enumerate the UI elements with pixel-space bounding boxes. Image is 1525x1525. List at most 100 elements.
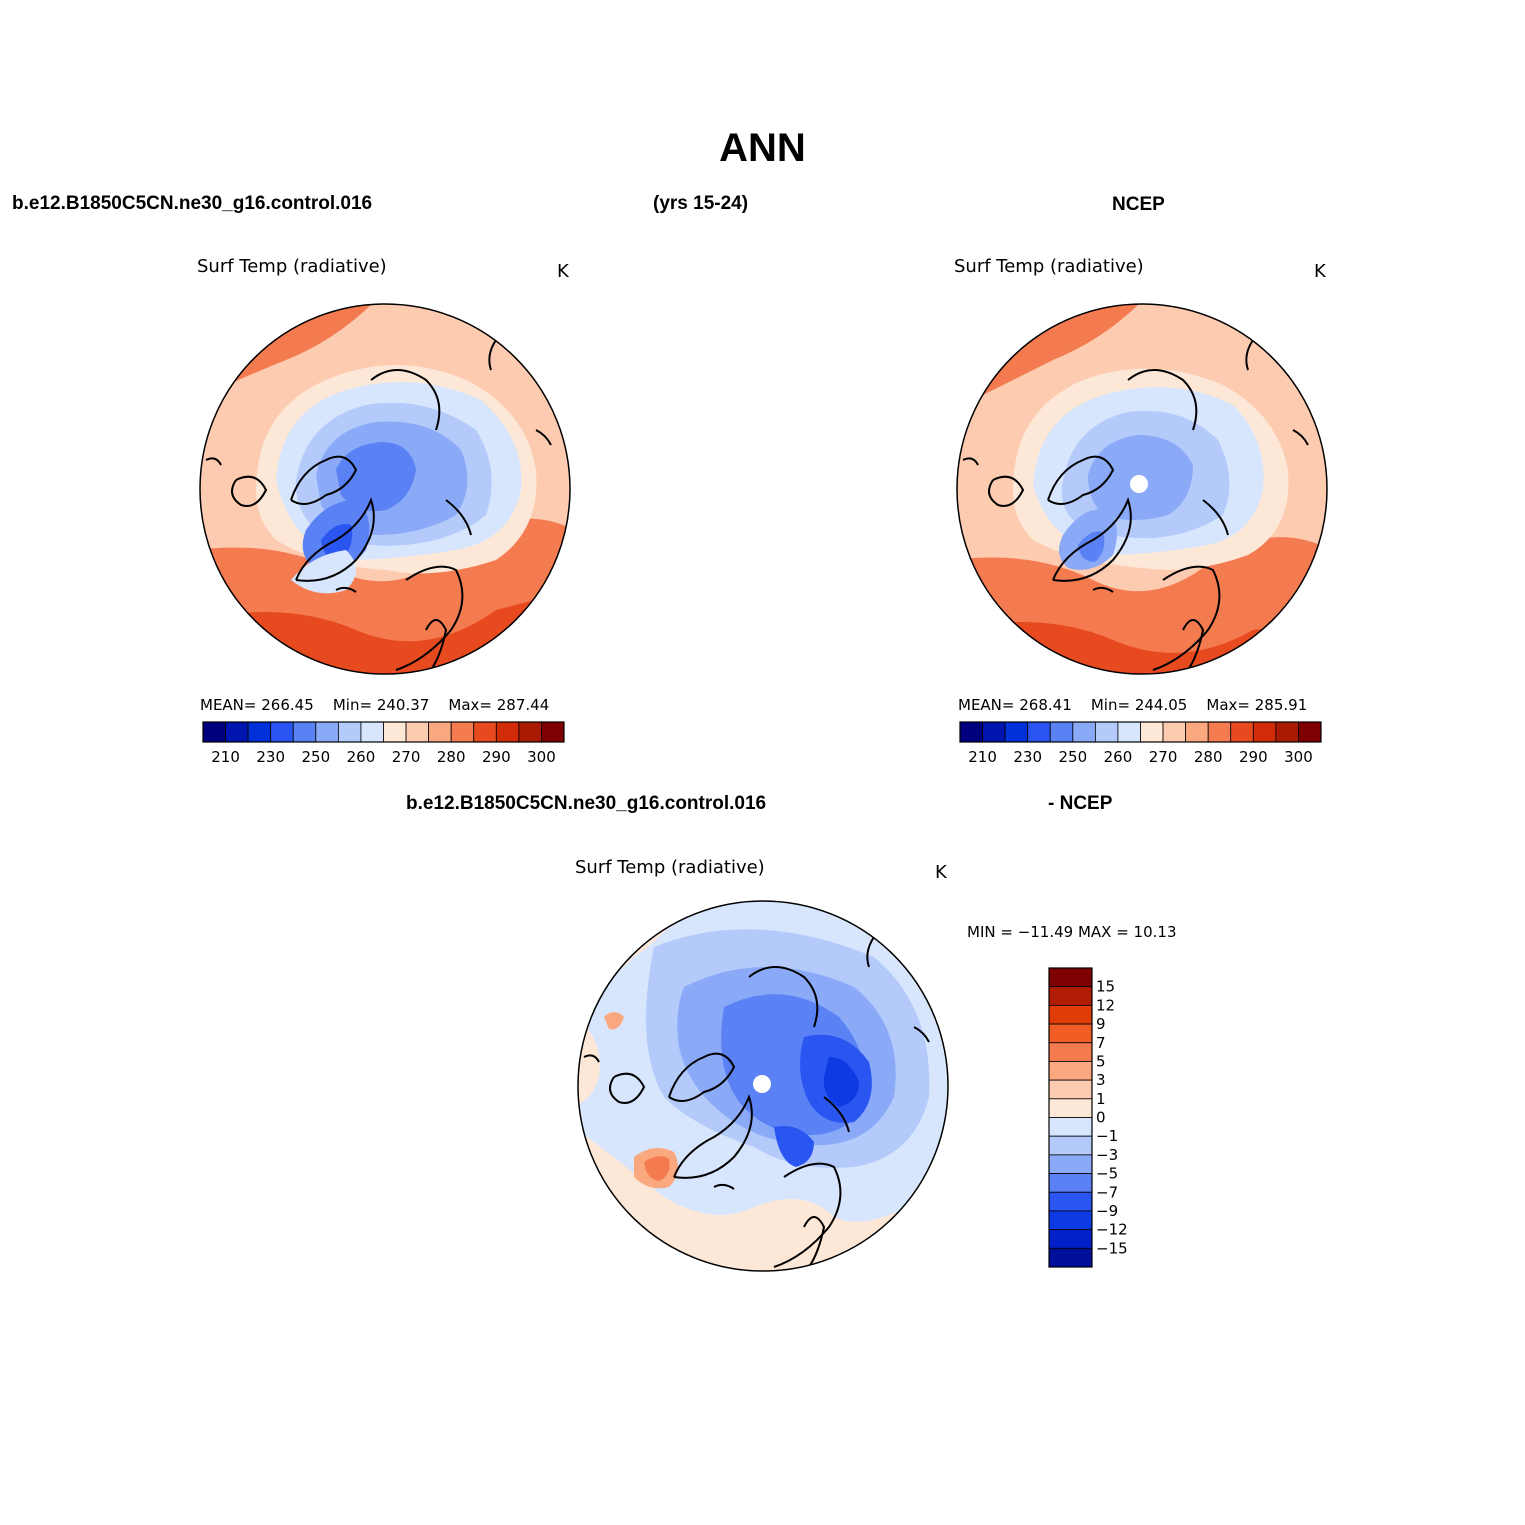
colorbar-tick-label: −5 xyxy=(1096,1165,1118,1183)
colorbar-cell xyxy=(247,721,272,743)
max-label: Max= xyxy=(1206,696,1250,714)
case-name-left: b.e12.B1850C5CN.ne30_g16.control.016 xyxy=(12,193,373,214)
colorbar-cell xyxy=(1048,986,1093,1006)
colorbar-tick-label: −9 xyxy=(1096,1202,1118,1220)
max-value: 287.44 xyxy=(496,696,550,714)
colorbar-tick-label: 300 xyxy=(1284,748,1313,766)
colorbar-tick-label: 300 xyxy=(527,748,556,766)
case-name-right: NCEP xyxy=(1112,194,1165,215)
colorbar-cell xyxy=(1298,721,1322,743)
colorbar-cell xyxy=(1048,1023,1093,1044)
max-label: Max= xyxy=(448,696,492,714)
colorbar-tick-label: −7 xyxy=(1096,1183,1118,1201)
colorbar-cell xyxy=(1252,721,1277,743)
colorbar-cell xyxy=(1185,721,1209,743)
colorbar-tick-label: 3 xyxy=(1096,1071,1106,1089)
colorbar-tick-label: 15 xyxy=(1096,978,1115,996)
colorbar-tick-label: 210 xyxy=(968,748,997,766)
colorbar-cell xyxy=(1048,1061,1093,1081)
colorbar-cell xyxy=(1048,1154,1093,1174)
min-value: 240.37 xyxy=(376,696,430,714)
colorbar-cell xyxy=(1072,721,1096,743)
colorbar-cell xyxy=(1048,1004,1093,1025)
panel-model-stats: MEAN= 266.45 Min= 240.37 Max= 287.44 xyxy=(200,696,549,714)
colorbar-tick-label: 290 xyxy=(1239,748,1268,766)
colorbar-tick-label: 280 xyxy=(1194,748,1223,766)
colorbar-cell xyxy=(202,721,226,743)
mean-value: 266.45 xyxy=(261,696,314,714)
colorbar-cell xyxy=(270,721,294,743)
colorbar-tick-label: −3 xyxy=(1096,1146,1118,1164)
colorbar-cell xyxy=(1230,721,1254,743)
colorbar-tick-label: 260 xyxy=(347,748,376,766)
mean-value: 268.41 xyxy=(1019,696,1072,714)
panel-model-map xyxy=(199,303,571,675)
colorbar-cell xyxy=(428,721,452,743)
colorbar-tick-label: −1 xyxy=(1096,1127,1118,1145)
panel-model-units: K xyxy=(557,261,569,282)
panel-diff-minmax: MIN = −11.49 MAX = 10.13 xyxy=(967,923,1177,941)
panel-diff-map xyxy=(577,900,949,1272)
min-value: 244.05 xyxy=(1134,696,1188,714)
colorbar-tick-label: 12 xyxy=(1096,996,1115,1014)
colorbar-tick-label: 230 xyxy=(1013,748,1042,766)
colorbar-tick-label: 260 xyxy=(1104,748,1133,766)
colorbar-cell xyxy=(1140,721,1164,743)
panel-diff-units: K xyxy=(935,862,947,883)
colorbar-cell xyxy=(337,721,362,743)
colorbar-cell xyxy=(1275,721,1299,743)
colorbar-cell xyxy=(982,721,1006,743)
colorbar-cell xyxy=(1048,1173,1093,1193)
colorbar-cell xyxy=(1048,1079,1093,1100)
colorbar-tick-label: 1 xyxy=(1096,1090,1106,1108)
colorbar-cell xyxy=(1048,1117,1093,1137)
colorbar-cell xyxy=(1162,721,1187,743)
colorbar-cell xyxy=(405,721,430,743)
min-label: Min= xyxy=(1090,696,1131,714)
colorbar-tick-label: 270 xyxy=(392,748,421,766)
colorbar-cell xyxy=(292,721,317,743)
colorbar-cell xyxy=(1004,721,1029,743)
panel-obs-stats: MEAN= 268.41 Min= 244.05 Max= 285.91 xyxy=(958,696,1307,714)
colorbar-cell xyxy=(1048,1098,1093,1118)
figure-title: ANN xyxy=(719,126,806,170)
colorbar-tick-label: 5 xyxy=(1096,1052,1106,1070)
colorbar-cell xyxy=(450,721,475,743)
panel-diff-variable: Surf Temp (radiative) xyxy=(575,857,765,878)
colorbar-cell xyxy=(383,721,407,743)
colorbar-cell xyxy=(1049,721,1074,743)
colorbar-model: 210 230 250 260 270 280 290 300 xyxy=(202,721,565,766)
colorbar-tick-label: 250 xyxy=(1058,748,1087,766)
colorbar-tick-label: 9 xyxy=(1096,1015,1106,1033)
colorbar-cell xyxy=(1048,1229,1093,1249)
mean-label: MEAN= xyxy=(200,696,257,714)
colorbar-cell xyxy=(1048,1247,1093,1268)
panel-model-variable: Surf Temp (radiative) xyxy=(197,256,387,277)
panel-obs-map xyxy=(956,303,1328,675)
colorbar-cell xyxy=(518,721,542,743)
diff-case-left: b.e12.B1850C5CN.ne30_g16.control.016 xyxy=(406,793,767,814)
colorbar-tick-label: −15 xyxy=(1096,1239,1128,1257)
colorbar-cell xyxy=(1048,967,1093,988)
panel-obs-units: K xyxy=(1314,261,1326,282)
colorbar-tick-label: 210 xyxy=(211,748,240,766)
colorbar-obs: 210 230 250 260 270 280 290 300 xyxy=(959,721,1322,766)
colorbar-cell xyxy=(315,721,339,743)
colorbar-tick-label: 7 xyxy=(1096,1034,1106,1052)
colorbar-cell xyxy=(1048,1210,1093,1231)
colorbar-cell xyxy=(1027,721,1051,743)
colorbar-cell xyxy=(473,721,497,743)
max-value: 285.91 xyxy=(1254,696,1308,714)
colorbar-cell xyxy=(225,721,249,743)
years-label: (yrs 15-24) xyxy=(653,193,749,214)
panel-obs-variable: Surf Temp (radiative) xyxy=(954,256,1144,277)
colorbar-cell xyxy=(1048,1191,1093,1212)
mean-label: MEAN= xyxy=(958,696,1015,714)
colorbar-cell xyxy=(541,721,565,743)
colorbar-tick-label: 250 xyxy=(301,748,330,766)
colorbar-cell xyxy=(1048,1135,1093,1156)
colorbar-tick-label: 230 xyxy=(256,748,285,766)
colorbar-cell xyxy=(1207,721,1232,743)
colorbar-cell xyxy=(1048,1042,1093,1062)
